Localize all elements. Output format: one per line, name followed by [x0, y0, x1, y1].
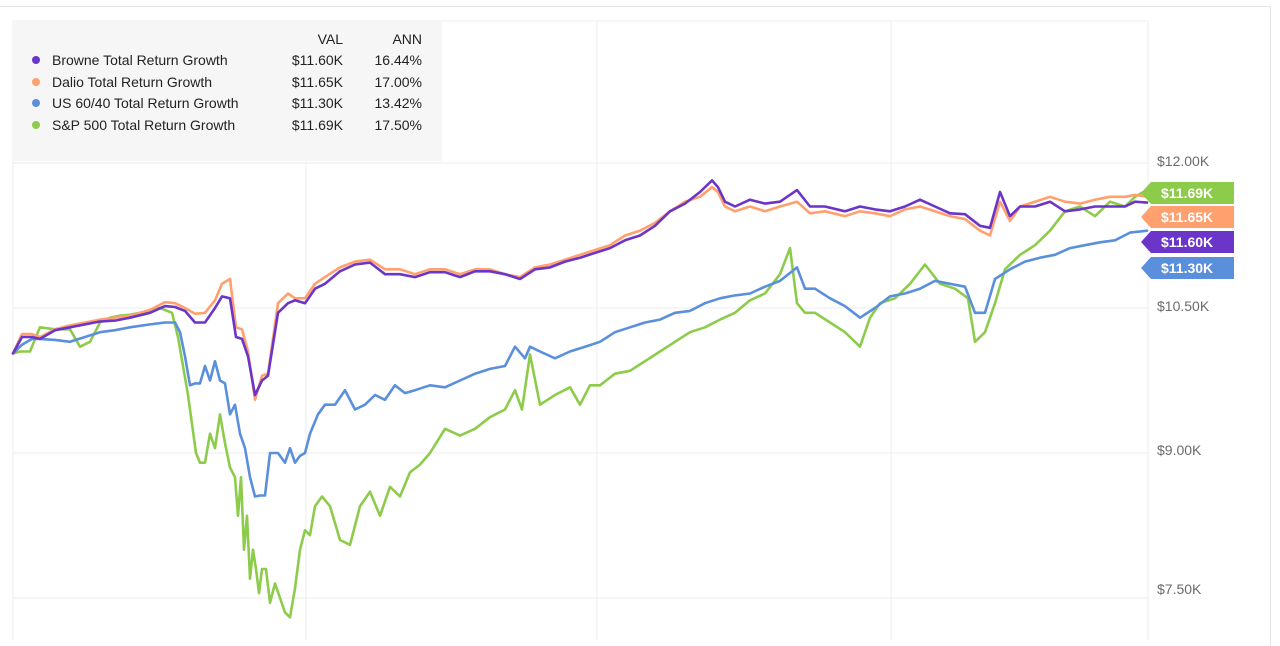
legend-series-ann: 17.50%	[374, 116, 422, 133]
legend-item-dalio[interactable]: Dalio Total Return Growth $11.65K 17.00%	[13, 72, 442, 94]
y-axis-tick: $7.50K	[1157, 581, 1202, 597]
series-dot-icon	[32, 99, 40, 107]
chart-frame	[0, 6, 1271, 646]
series-dot-icon	[32, 77, 40, 86]
legend-header: VAL ANN	[13, 29, 442, 50]
legend-series-ann: 17.00%	[374, 73, 422, 90]
end-value-tag-us-60-40: $11.30K	[1141, 257, 1234, 279]
legend-header-ann: ANN	[392, 31, 422, 47]
series-line	[11, 179, 1149, 397]
legend-series-val: $11.60K	[291, 52, 343, 68]
gridlines	[12, 20, 1149, 640]
legend-item-sp500[interactable]: S&P 500 Total Return Growth $11.69K 17.5…	[13, 115, 442, 137]
legend-series-name: Dalio Total Return Growth	[52, 73, 213, 90]
legend-series-ann: 13.42%	[374, 95, 422, 111]
legend-series-name: Browne Total Return Growth	[52, 52, 228, 68]
legend-series-name: S&P 500 Total Return Growth	[52, 116, 236, 133]
legend-series-ann: 16.44%	[374, 52, 422, 68]
legend-item-browne[interactable]: Browne Total Return Growth $11.60K 16.44…	[13, 50, 442, 72]
legend-series-val: $11.65K	[291, 73, 343, 90]
series-dot-icon	[32, 120, 40, 129]
legend-header-val: VAL	[317, 31, 343, 47]
y-axis-tick: $9.00K	[1157, 442, 1202, 458]
legend: VAL ANN Browne Total Return Growth $11.6…	[13, 21, 442, 161]
series-dot-icon	[32, 56, 40, 64]
legend-item-us-60-40[interactable]: US 60/40 Total Return Growth $11.30K 13.…	[13, 93, 442, 115]
series-line	[11, 229, 1149, 498]
end-value-tag-dalio: $11.65K	[1141, 206, 1234, 228]
legend-series-val: $11.30K	[291, 95, 343, 111]
series-line	[11, 185, 1149, 402]
series-lines	[11, 179, 1149, 619]
end-value-tag-browne: $11.60K	[1141, 231, 1234, 253]
y-axis-tick: $10.50K	[1157, 298, 1210, 314]
y-axis-tick: $12.00K	[1157, 153, 1210, 169]
series-line	[11, 188, 1149, 619]
legend-series-name: US 60/40 Total Return Growth	[52, 95, 239, 111]
end-value-tag-sp500: $11.69K	[1141, 182, 1234, 204]
legend-series-val: $11.69K	[291, 116, 343, 133]
